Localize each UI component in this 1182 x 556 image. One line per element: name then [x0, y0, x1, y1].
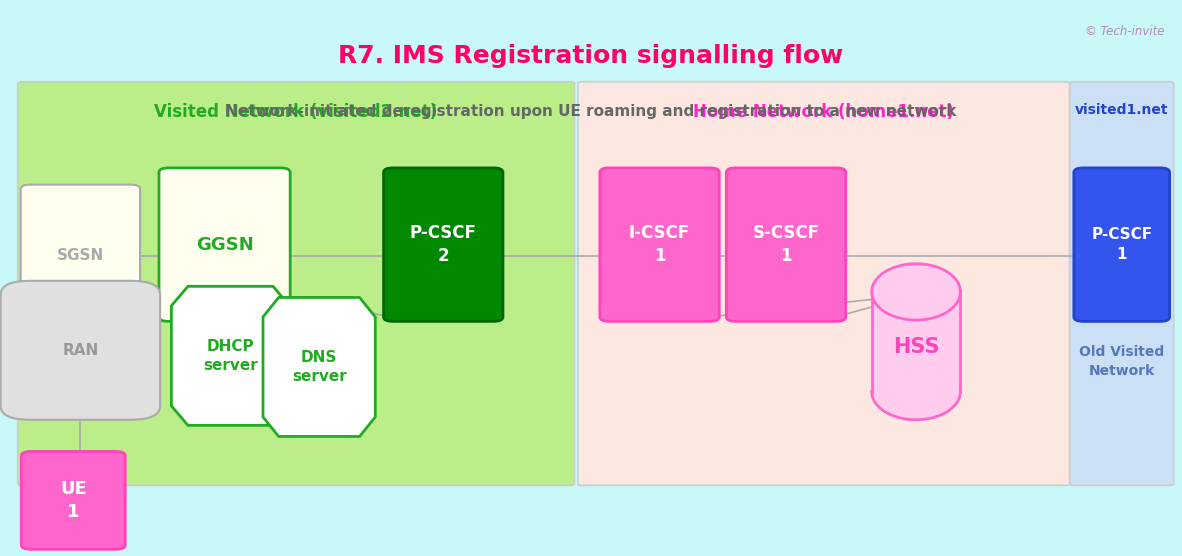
Polygon shape [872, 264, 960, 320]
Text: DHCP
server: DHCP server [203, 339, 258, 373]
Text: I-CSCF
1: I-CSCF 1 [629, 224, 690, 265]
FancyBboxPatch shape [21, 451, 125, 549]
Text: Home Network (home1.net): Home Network (home1.net) [694, 103, 954, 121]
Bar [872, 292, 960, 391]
Text: Network-initiated deregistration upon UE roaming and registration to a new netwo: Network-initiated deregistration upon UE… [226, 104, 956, 118]
Polygon shape [264, 297, 376, 436]
Text: SGSN: SGSN [57, 249, 104, 263]
FancyBboxPatch shape [726, 168, 846, 321]
Text: P-CSCF
2: P-CSCF 2 [410, 224, 476, 265]
FancyBboxPatch shape [21, 185, 141, 327]
Text: UE
1: UE 1 [60, 480, 86, 521]
FancyBboxPatch shape [1070, 82, 1174, 485]
Polygon shape [171, 286, 290, 425]
Text: R7. IMS Registration signalling flow: R7. IMS Registration signalling flow [338, 43, 844, 68]
Text: S-CSCF
1: S-CSCF 1 [753, 224, 819, 265]
FancyBboxPatch shape [1073, 168, 1169, 321]
Text: GGSN: GGSN [196, 236, 253, 254]
Text: RAN: RAN [63, 343, 98, 358]
Text: Visited Network (visited2.net): Visited Network (visited2.net) [155, 103, 437, 121]
Text: Old Visited
Network: Old Visited Network [1079, 345, 1164, 378]
Text: DNS
server: DNS server [292, 350, 346, 384]
FancyBboxPatch shape [578, 82, 1070, 485]
Text: visited1.net: visited1.net [1074, 103, 1169, 117]
FancyBboxPatch shape [158, 168, 290, 321]
FancyBboxPatch shape [18, 82, 574, 485]
FancyBboxPatch shape [383, 168, 504, 321]
FancyBboxPatch shape [1, 281, 161, 420]
Text: P-CSCF
1: P-CSCF 1 [1091, 227, 1152, 262]
Text: HSS: HSS [892, 337, 940, 358]
Polygon shape [872, 391, 960, 420]
Text: © Tech-invite: © Tech-invite [1085, 25, 1164, 38]
FancyBboxPatch shape [600, 168, 719, 321]
